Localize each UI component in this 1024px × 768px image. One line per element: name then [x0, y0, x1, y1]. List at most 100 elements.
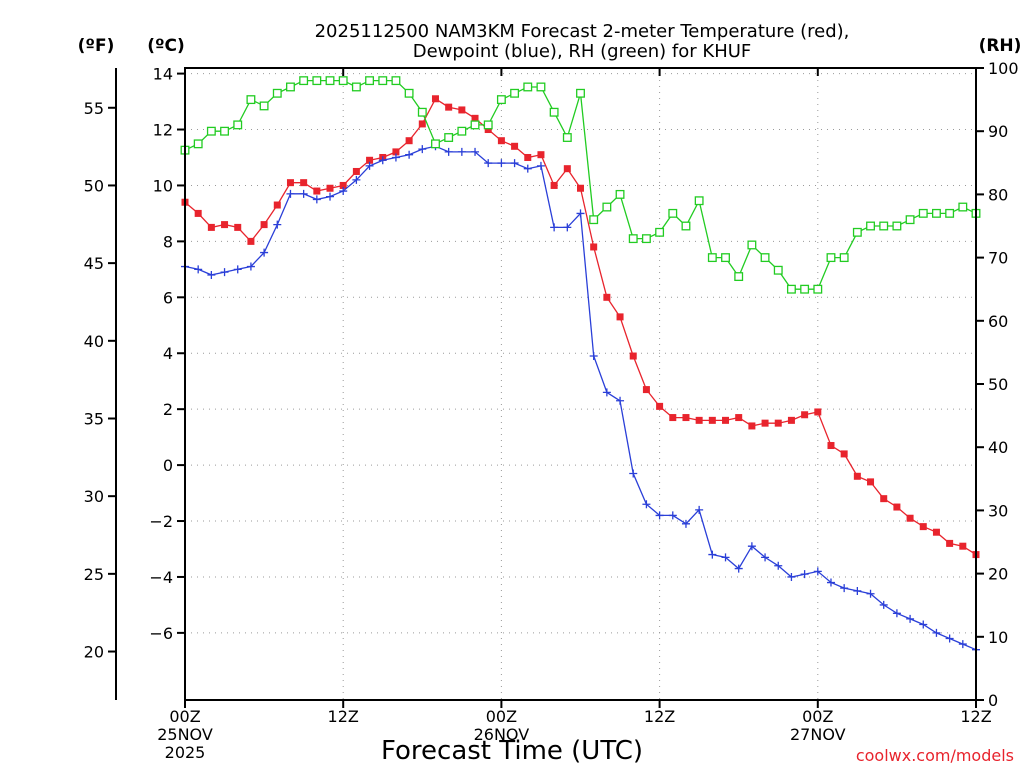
temperature-c-point: [642, 386, 650, 394]
temperature-c-point: [194, 209, 202, 217]
dewpoint-c-point: [681, 519, 690, 528]
dewpoint-c-point: [958, 640, 967, 649]
rh-point: [892, 221, 902, 231]
rh-point: [932, 208, 941, 218]
rh-point: [378, 76, 388, 86]
dewpoint-c-point: [945, 634, 954, 643]
rh-point: [786, 284, 796, 294]
dewpoint-c-point: [233, 265, 242, 274]
temperature-c-point: [827, 442, 835, 450]
rh-point: [628, 234, 638, 244]
dewpoint-c-point: [629, 469, 638, 478]
dewpoint-c-point: [339, 187, 348, 196]
temperature-c-point: [221, 221, 229, 229]
temperature-c-line: [184, 97, 977, 556]
temperature-c-point: [880, 495, 888, 503]
fahrenheit-tick-label: 50: [84, 176, 104, 195]
rh-point: [470, 120, 480, 130]
rh-point: [655, 227, 665, 237]
x-tick-label: 12Z: [960, 707, 991, 726]
dewpoint-c-point: [286, 189, 295, 198]
rh-point: [233, 120, 243, 130]
dewpoint-c-point: [418, 145, 427, 154]
temperature-c-point: [326, 184, 334, 192]
temperature-c-point: [300, 179, 308, 187]
temperature-c-point: [563, 165, 571, 173]
dewpoint-c-point: [695, 505, 704, 514]
dewpoint-c-point: [774, 561, 783, 570]
rh-tick-label: 100: [988, 59, 1019, 78]
dewpoint-c-point: [761, 553, 770, 562]
temperature-c-point: [234, 223, 242, 231]
dewpoint-c-point: [721, 553, 730, 562]
x-tick-label: 26NOV: [474, 725, 530, 744]
temperature-c-point: [445, 103, 453, 111]
temperature-c-point: [524, 153, 532, 161]
temperature-c-point: [840, 450, 848, 458]
dewpoint-c-point: [510, 159, 519, 168]
temperature-c-point: [708, 416, 716, 424]
dewpoint-c-point: [523, 164, 532, 173]
dewpoint-c-point: [800, 570, 809, 579]
dewpoint-c-point: [563, 223, 572, 232]
temperature-c-point: [418, 120, 426, 128]
temperature-c-point: [735, 414, 743, 422]
dewpoint-c-point: [840, 584, 849, 593]
celsius-tick-label: 2: [163, 400, 173, 419]
rh-point: [286, 82, 295, 92]
temperature-c-point: [814, 408, 822, 416]
dewpoint-c-point: [892, 609, 901, 618]
temperature-c-point: [656, 402, 664, 410]
dewpoint-c-point: [734, 564, 743, 573]
dewpoint-c-point: [312, 195, 321, 204]
rh-point: [694, 196, 704, 206]
dewpoint-c-point: [352, 175, 361, 184]
dewpoint-c-point: [497, 159, 506, 168]
dewpoint-c-point: [853, 586, 862, 595]
temperature-c-point: [893, 503, 901, 511]
temperature-c-point: [207, 223, 215, 231]
temperature-c-point: [682, 414, 690, 422]
temperature-c-point: [550, 181, 558, 189]
dewpoint-c-point: [826, 578, 835, 587]
rh-point: [259, 101, 269, 111]
temperature-c-point: [946, 539, 954, 547]
rh-point: [958, 202, 968, 212]
rh-tick-label: 60: [988, 312, 1008, 331]
dewpoint-c-point: [879, 600, 888, 609]
temperature-c-point: [366, 156, 374, 164]
dewpoint-c-point: [220, 268, 229, 277]
rh-point: [826, 253, 836, 263]
temperature-c-point: [273, 201, 281, 209]
rh-point: [404, 88, 414, 98]
rh-point: [615, 189, 625, 199]
x-axis-label: Forecast Time (UTC): [381, 736, 643, 766]
temperature-c-point: [616, 313, 624, 321]
x-tick-label: 12Z: [644, 707, 675, 726]
fahrenheit-unit-label: (ºF): [78, 36, 115, 56]
rh-point: [641, 234, 651, 244]
rh-point: [483, 120, 493, 130]
rh-point: [905, 215, 915, 225]
dewpoint-c-point: [906, 614, 915, 623]
rh-point: [496, 95, 506, 105]
dewpoint-c-point: [378, 156, 387, 165]
temperature-c-point: [431, 95, 439, 103]
x-tick-label: 27NOV: [790, 725, 846, 744]
rh-point: [839, 253, 849, 263]
temperature-c-point: [787, 416, 795, 424]
dewpoint-c-point: [471, 147, 480, 156]
rh-point: [312, 76, 322, 86]
rh-tick-label: 70: [988, 249, 1008, 268]
rh-tick-label: 50: [988, 375, 1008, 394]
temperature-c-point: [577, 184, 584, 192]
rh-point: [365, 76, 375, 86]
celsius-tick-label: 0: [163, 456, 173, 475]
dewpoint-c-point: [616, 396, 625, 405]
celsius-tick-label: 8: [163, 232, 173, 251]
rh-point: [536, 82, 546, 92]
celsius-tick-label: 12: [153, 121, 173, 140]
dewpoint-c-point: [246, 262, 255, 271]
dewpoint-c-point: [273, 220, 282, 229]
